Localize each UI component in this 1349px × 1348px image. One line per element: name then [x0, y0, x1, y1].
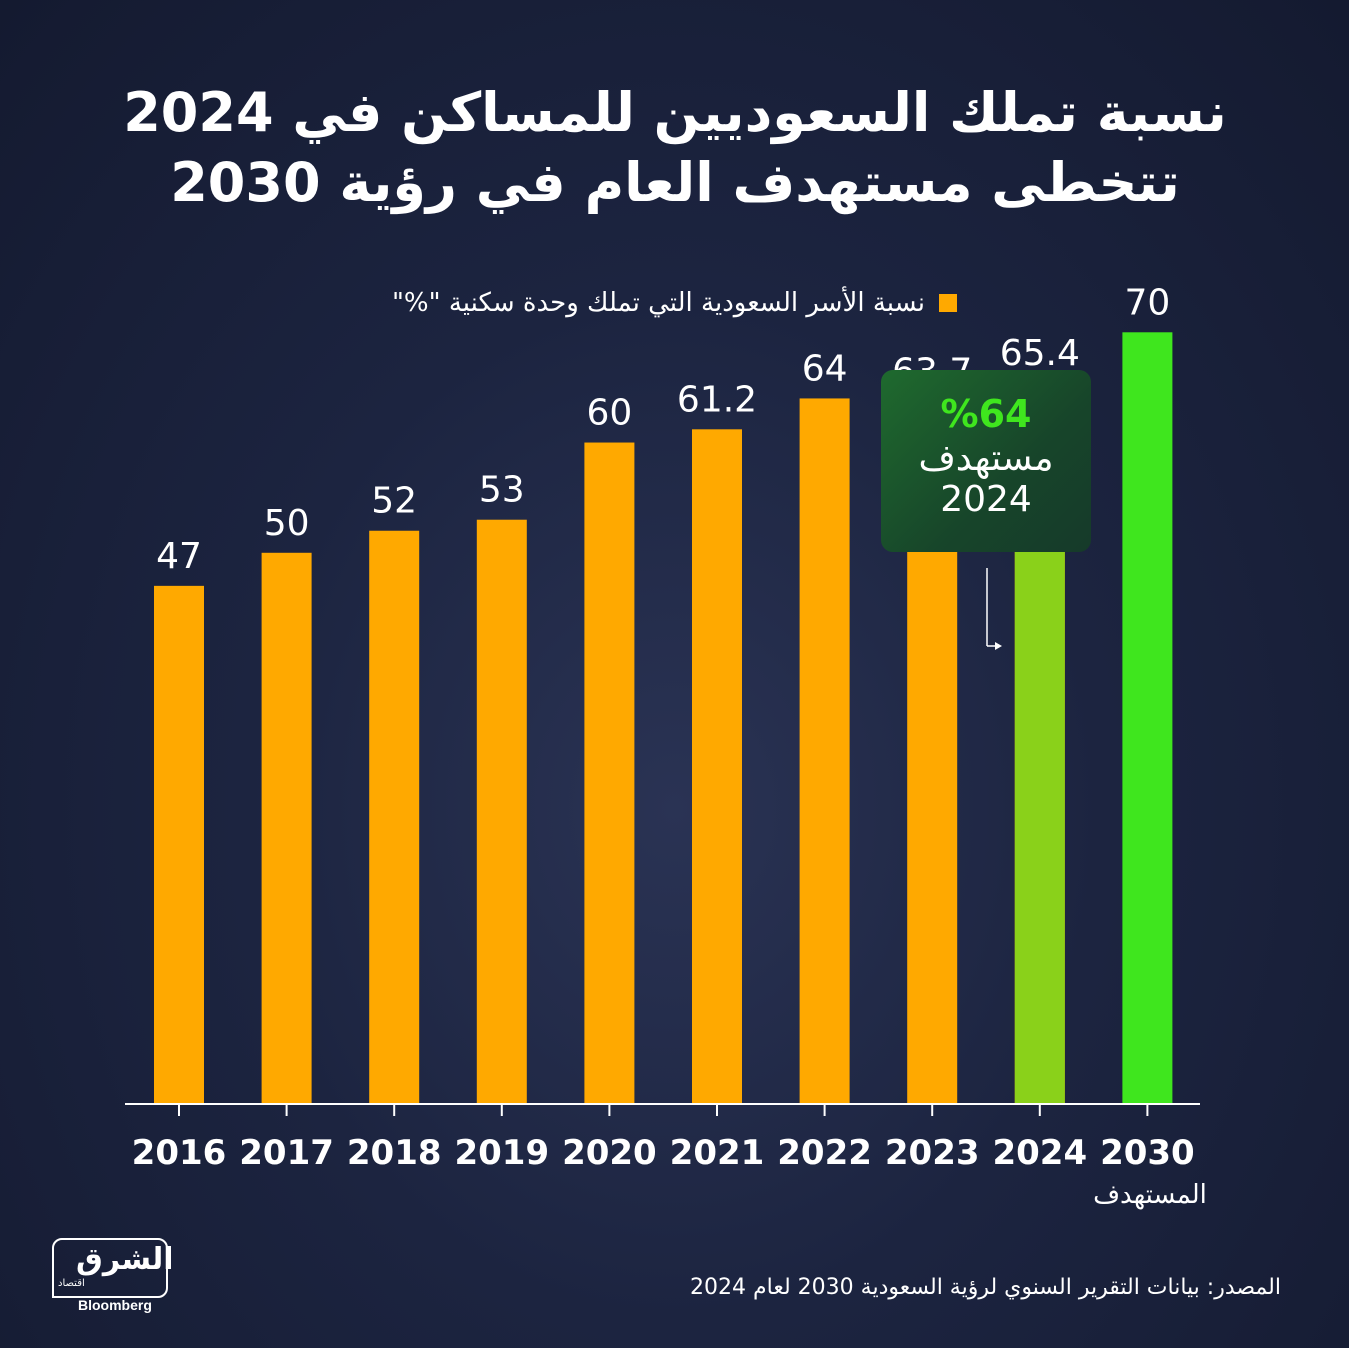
value-label-2030: 70 [1124, 282, 1170, 323]
value-label-2018: 52 [371, 481, 417, 522]
target-callout: %64 مستهدف 2024 [881, 370, 1091, 552]
bar-2021 [692, 429, 742, 1104]
target-year: 2024 [940, 479, 1032, 520]
bar-2030 [1122, 332, 1173, 1104]
value-label-2024: 65.4 [1000, 333, 1080, 374]
logo-arabic: الشرق [76, 1242, 174, 1277]
logo-arabic-sub: اقتصاد [58, 1278, 85, 1289]
value-label-2016: 47 [156, 536, 202, 577]
value-label-2020: 60 [586, 393, 632, 434]
value-label-2022: 64 [802, 348, 848, 389]
target-arrow [986, 568, 1002, 650]
target-label: مستهدف [918, 438, 1054, 479]
bar-2018 [369, 530, 420, 1104]
value-label-2017: 50 [264, 503, 310, 544]
x-tick-label-2024: 2024 [992, 1133, 1087, 1173]
logo-bloomberg: Bloomberg [78, 1297, 152, 1313]
x-sublabel-target: المستهدف [1093, 1180, 1207, 1210]
bar-2019 [476, 519, 527, 1104]
bar-2017 [261, 552, 312, 1104]
legend: نسبة الأسر السعودية التي تملك وحدة سكنية… [0, 288, 1349, 318]
bar-2020 [584, 442, 635, 1104]
value-label-2021: 61.2 [677, 379, 757, 420]
legend-swatch [939, 294, 958, 312]
chart-title: نسبة تملك السعوديين للمساكن في 2024 تتخط… [123, 81, 1227, 214]
x-tick-label-2017: 2017 [239, 1133, 334, 1173]
bar-2016 [154, 585, 204, 1104]
source-note: المصدر: بيانات التقرير السنوي لرؤية السع… [690, 1275, 1281, 1300]
x-tick-label-2016: 2016 [132, 1133, 227, 1173]
bar-2022 [799, 398, 850, 1104]
asharq-bloomberg-logo: الشرق اقتصاد Bloomberg [52, 1238, 174, 1320]
legend-label: نسبة الأسر السعودية التي تملك وحدة سكنية… [391, 288, 926, 318]
x-tick-label-2020: 2020 [562, 1133, 657, 1173]
x-tick-label-2030: 2030 [1100, 1133, 1195, 1173]
x-tick-label-2023: 2023 [885, 1133, 980, 1173]
x-tick-label-2018: 2018 [347, 1133, 442, 1173]
x-tick-label-2021: 2021 [670, 1133, 765, 1173]
target-value: %64 [940, 392, 1032, 436]
x-tick-label-2019: 2019 [454, 1133, 549, 1173]
x-tick-label-2022: 2022 [777, 1133, 872, 1173]
value-label-2019: 53 [479, 470, 525, 511]
